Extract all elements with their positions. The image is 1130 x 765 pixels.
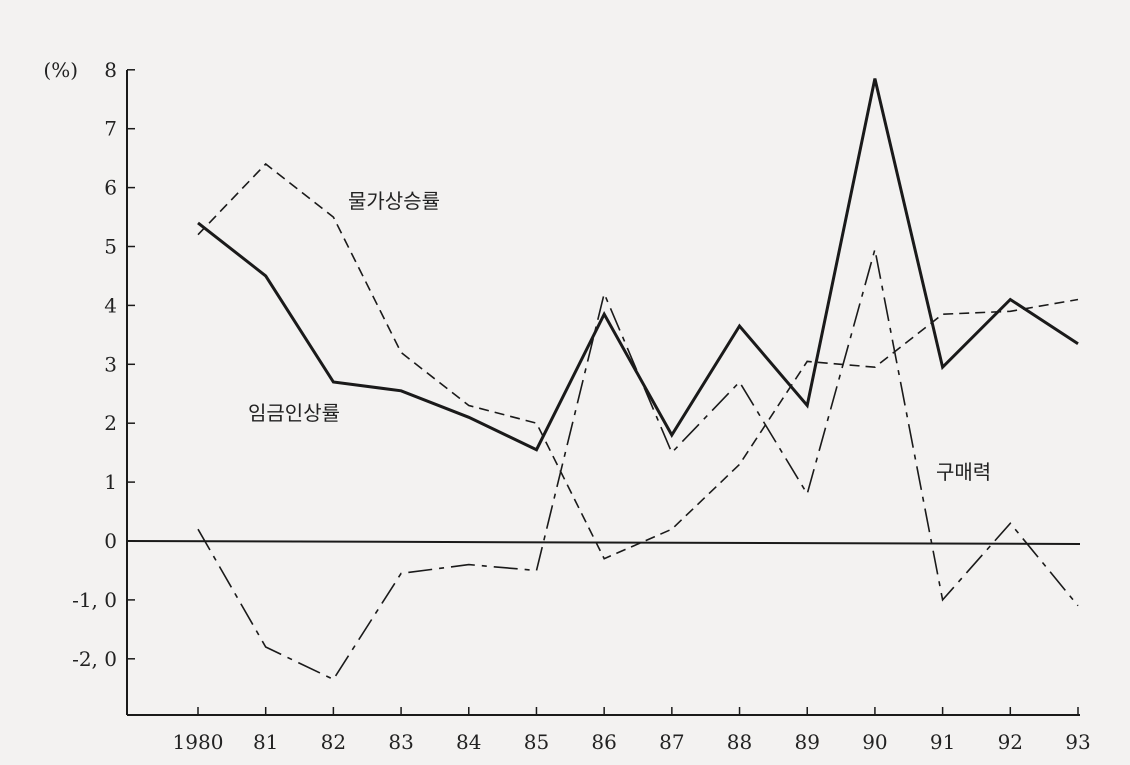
x-tick-label: 84	[456, 730, 481, 754]
x-tick-label: 91	[930, 730, 955, 754]
x-tick-label: 93	[1065, 730, 1090, 754]
x-tick-label: 85	[524, 730, 549, 754]
series-line-2	[197, 249, 1079, 681]
y-axis-ticks: 8 7 6 5 4 3 2 1 0 -1, 0 -2, 0	[72, 58, 135, 671]
y-tick-label: 6	[104, 176, 117, 200]
y-tick-label: -1, 0	[72, 588, 117, 612]
y-tick-label: 5	[104, 235, 117, 259]
series-label-purchasing-power: 구매력	[936, 460, 991, 484]
x-tick-label: 83	[388, 730, 413, 754]
x-tick-label: 88	[727, 730, 752, 754]
series-label-price-increase: 물가상승률	[348, 189, 440, 213]
y-axis-unit-label: (%)	[43, 58, 78, 82]
series-line-0	[197, 78, 1079, 452]
x-tick-label: 81	[253, 730, 278, 754]
y-tick-label: 0	[104, 529, 117, 553]
x-tick-label: 87	[659, 730, 684, 754]
y-tick-label: 2	[104, 411, 117, 435]
x-tick-label: 89	[795, 730, 820, 754]
y-tick-label: 4	[104, 293, 117, 317]
y-tick-label: 7	[104, 117, 117, 141]
zero-baseline	[126, 540, 1081, 545]
series-label-wage-increase: 임금인상률	[248, 401, 340, 425]
x-tick-label: 92	[998, 730, 1023, 754]
x-tick-label: 86	[591, 730, 616, 754]
x-tick-label: 1980	[173, 730, 224, 754]
series-line-1	[197, 162, 1079, 560]
y-tick-label: 1	[104, 470, 117, 494]
x-tick-label: 82	[321, 730, 346, 754]
y-tick-label: -2, 0	[72, 647, 117, 671]
x-axis-ticks: 1980 81 82 83 84 85 86 87 88 89 90 91 92 93	[173, 707, 1091, 754]
x-tick-label: 90	[862, 730, 887, 754]
series-lines	[197, 78, 1079, 681]
y-tick-label: 3	[104, 352, 117, 376]
y-tick-label: 8	[104, 58, 117, 82]
